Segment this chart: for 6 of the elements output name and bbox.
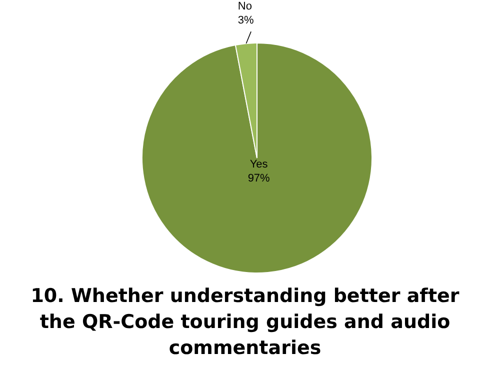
slice-label: Yes bbox=[250, 158, 268, 170]
data-label: 3% bbox=[238, 14, 254, 27]
pie-slice bbox=[142, 42, 372, 274]
slice-label: No bbox=[238, 0, 252, 13]
text: 10. Whether understanding better after the QR-Code touring guides and audio commentaries bbox=[30, 285, 460, 359]
data-label: 97% bbox=[248, 172, 270, 184]
